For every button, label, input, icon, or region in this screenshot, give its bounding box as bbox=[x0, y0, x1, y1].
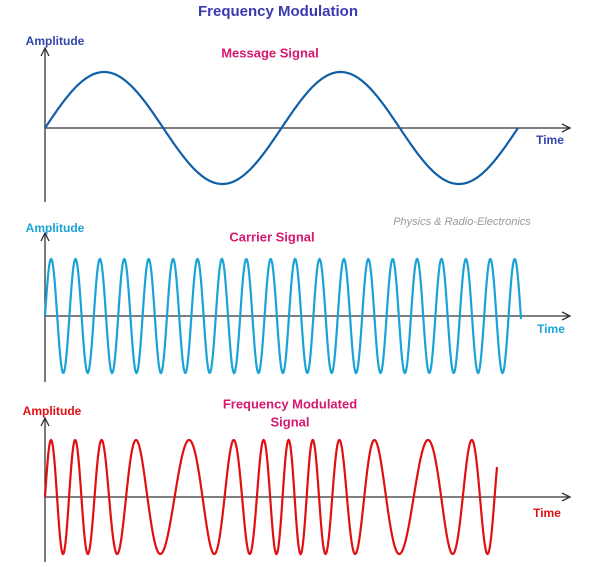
title: Frequency Modulation bbox=[198, 3, 358, 20]
axis-arrow bbox=[40, 416, 50, 427]
axis-arrow bbox=[561, 311, 572, 321]
waveform bbox=[43, 257, 523, 375]
y-axis-label: Amplitude bbox=[23, 404, 82, 418]
axis-arrow bbox=[561, 123, 572, 133]
waveform bbox=[43, 438, 499, 556]
x-axis-label: Time bbox=[533, 506, 561, 520]
y-axis-label: Amplitude bbox=[26, 221, 85, 235]
watermark: Physics & Radio-Electronics bbox=[393, 216, 531, 228]
signal-title: Carrier Signal bbox=[229, 229, 314, 244]
y-axis-label: Amplitude bbox=[26, 34, 85, 48]
x-axis-label: Time bbox=[536, 133, 564, 147]
signal-title: Frequency Modulated bbox=[223, 396, 357, 411]
signal-title: Message Signal bbox=[221, 45, 319, 60]
axis-arrow bbox=[40, 231, 50, 242]
x-axis-label: Time bbox=[537, 322, 565, 336]
axis-arrow bbox=[561, 492, 572, 502]
signal-title: Signal bbox=[270, 414, 309, 429]
axis-arrow bbox=[40, 46, 50, 57]
waveform bbox=[44, 70, 519, 186]
